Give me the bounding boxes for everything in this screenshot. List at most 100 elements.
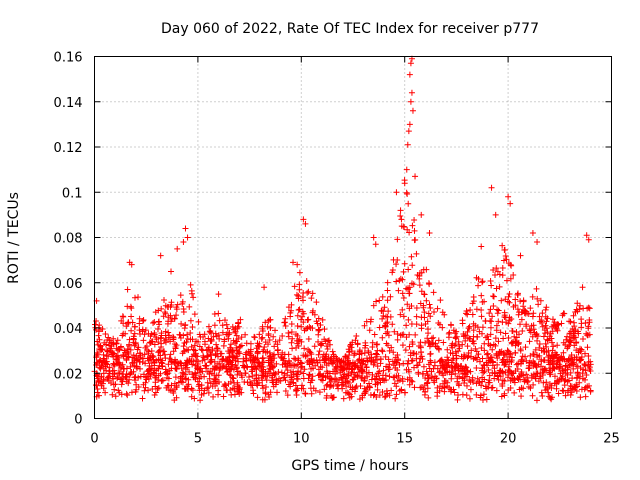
- data-point: [481, 298, 488, 305]
- data-point: [586, 331, 593, 338]
- data-point: [574, 300, 581, 307]
- data-point: [527, 305, 534, 312]
- data-point: [494, 310, 501, 317]
- data-point: [530, 310, 537, 317]
- data-point: [418, 269, 425, 276]
- data-point: [505, 293, 512, 300]
- data-point: [573, 362, 580, 369]
- data-point: [393, 373, 400, 380]
- data-point: [353, 332, 360, 339]
- data-point: [157, 370, 164, 377]
- data-point: [151, 341, 158, 348]
- data-point: [502, 330, 509, 337]
- data-point: [230, 375, 237, 382]
- data-point: [563, 336, 570, 343]
- data-point: [534, 239, 541, 246]
- data-point: [384, 287, 391, 294]
- data-point: [473, 391, 480, 398]
- data-point: [584, 383, 591, 390]
- data-point: [162, 366, 169, 373]
- data-point: [186, 303, 193, 310]
- data-point: [576, 302, 583, 309]
- data-point: [116, 362, 123, 369]
- data-point: [159, 377, 166, 384]
- data-point: [372, 381, 379, 388]
- data-point: [150, 320, 157, 327]
- data-point: [309, 307, 316, 314]
- data-point: [570, 386, 577, 393]
- data-point: [104, 348, 111, 355]
- data-point: [298, 316, 305, 323]
- data-point: [195, 383, 202, 390]
- data-point: [311, 343, 318, 350]
- data-point: [374, 386, 381, 393]
- data-point: [540, 333, 547, 340]
- data-point: [510, 303, 517, 310]
- data-point: [392, 395, 399, 402]
- data-point: [281, 319, 288, 326]
- data-point: [464, 369, 471, 376]
- data-point: [271, 343, 278, 350]
- data-point: [408, 377, 415, 384]
- data-point: [479, 278, 486, 285]
- data-point: [553, 385, 560, 392]
- data-point: [291, 355, 298, 362]
- data-point: [274, 341, 281, 348]
- data-point: [208, 336, 215, 343]
- data-point: [239, 374, 246, 381]
- data-point: [557, 355, 564, 362]
- data-point: [379, 389, 386, 396]
- data-point: [405, 200, 412, 207]
- data-point: [253, 371, 260, 378]
- data-point: [328, 393, 335, 400]
- data-point: [381, 377, 388, 384]
- data-point: [482, 318, 489, 325]
- data-point: [533, 397, 540, 404]
- data-point: [195, 338, 202, 345]
- data-point: [400, 294, 407, 301]
- data-point: [394, 331, 401, 338]
- data-point: [273, 360, 280, 367]
- data-point: [420, 363, 427, 370]
- data-point: [112, 393, 119, 400]
- data-point: [309, 359, 316, 366]
- data-point: [254, 349, 261, 356]
- data-point: [378, 307, 385, 314]
- data-point: [206, 328, 213, 335]
- data-point: [376, 324, 383, 331]
- data-point: [302, 352, 309, 359]
- data-point: [484, 350, 491, 357]
- data-point: [256, 331, 263, 338]
- data-point: [564, 333, 571, 340]
- data-point: [509, 328, 516, 335]
- data-point: [399, 306, 406, 313]
- data-point: [302, 390, 309, 397]
- data-point: [424, 372, 431, 379]
- x-tick-label: 10: [293, 432, 310, 447]
- data-point: [340, 366, 347, 373]
- data-point: [102, 331, 109, 338]
- data-point: [405, 266, 412, 273]
- data-point: [435, 337, 442, 344]
- data-point: [234, 387, 241, 394]
- data-point: [235, 319, 242, 326]
- data-point: [513, 361, 520, 368]
- data-point: [259, 368, 266, 375]
- data-point: [493, 352, 500, 359]
- data-point: [108, 349, 115, 356]
- data-point: [485, 366, 492, 373]
- data-point: [384, 319, 391, 326]
- data-point: [499, 380, 506, 387]
- data-point: [287, 313, 294, 320]
- data-point: [185, 381, 192, 388]
- data-point: [447, 349, 454, 356]
- data-point: [487, 278, 494, 285]
- data-point: [506, 314, 513, 321]
- data-point: [293, 291, 300, 298]
- data-point: [533, 363, 540, 370]
- data-point: [388, 344, 395, 351]
- data-point: [481, 347, 488, 354]
- data-point: [578, 346, 585, 353]
- data-point: [234, 383, 241, 390]
- data-point: [221, 383, 228, 390]
